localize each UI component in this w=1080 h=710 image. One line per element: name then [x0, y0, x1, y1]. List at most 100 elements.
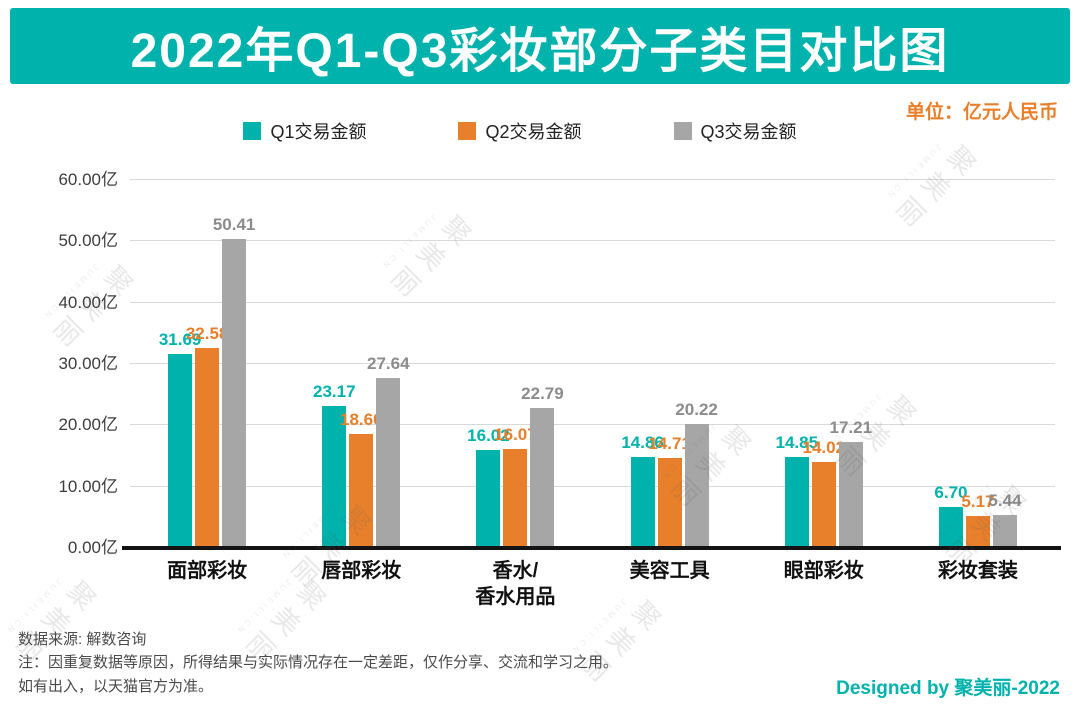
bar-q2 [503, 449, 528, 548]
bar-value-label: 18.60 [339, 409, 383, 429]
bar-column: 14.86 [621, 180, 664, 548]
bar-value-label: 31.69 [158, 329, 202, 349]
bar-value-label: 14.86 [621, 432, 664, 452]
bar-column: 50.41 [213, 180, 255, 548]
bar-chart: 31.69 32.58 50.41 23.17 18.60 27.64 16.02 16.07… [0, 170, 1080, 557]
bar-q1 [784, 456, 809, 548]
bar-value-label: 14.85 [775, 432, 819, 452]
designer-credit: Designed by 聚美丽-2022 [836, 678, 1060, 699]
bar-q3 [530, 408, 555, 548]
gridline [130, 179, 1055, 180]
bar-column: 17.21 [830, 180, 872, 548]
legend-item-q2: Q2交易金额 [458, 118, 582, 144]
x-axis-line [122, 546, 1061, 550]
bar-column: 14.71 [648, 180, 691, 548]
bar-q2 [657, 457, 682, 548]
y-axis-tick-label: 30.00亿 [58, 354, 118, 373]
bar-q2 [965, 516, 990, 548]
bar-q1 [938, 506, 963, 548]
footer-notes: 数据来源: 解数咨询 注：因重复数据等原因，所得结果与实际情况存在一定差距，仅作… [18, 628, 618, 698]
gridline [130, 424, 1055, 426]
bar-value-label: 16.07 [494, 425, 537, 445]
bar-q2 [195, 348, 220, 548]
bar-column: 16.07 [494, 180, 537, 548]
bar-value-label: 6.70 [934, 482, 968, 502]
bar-q3 [222, 238, 247, 548]
bar-q1 [322, 405, 347, 548]
category-label: 眼部彩妆 [783, 560, 864, 582]
category-label: 面部彩妆 [167, 560, 248, 582]
gridline [130, 485, 1055, 487]
bar-column: 14.85 [776, 180, 818, 548]
bar-column: 27.64 [367, 180, 410, 548]
bar-value-label: 22.79 [521, 384, 564, 404]
bar-column: 16.02 [467, 180, 510, 548]
bar-column: 23.17 [313, 180, 356, 548]
bar-group: 31.69 32.58 50.41 [130, 180, 284, 548]
bar-group: 16.02 16.07 22.79 [438, 180, 592, 548]
bar-q1 [476, 449, 501, 548]
bar-column: 6.70 [934, 180, 967, 548]
bar-value-label: 27.64 [366, 354, 410, 374]
y-axis-tick-label: 40.00亿 [58, 292, 118, 312]
bar-value-label: 14.71 [648, 433, 691, 453]
bar-q3 [992, 514, 1017, 548]
legend-label: Q2交易金额 [485, 122, 582, 142]
bar-value-label: 20.22 [675, 399, 718, 419]
page-title: 2022年Q1-Q3彩妆部分子类目对比图 [10, 8, 1070, 84]
bar-column: 32.58 [186, 180, 228, 548]
bar-q2 [811, 462, 836, 548]
bar-value-label: 16.02 [467, 425, 510, 445]
y-axis-tick-label: 0.00亿 [67, 538, 118, 557]
footer-note-1: 注：因重复数据等原因，所得结果与实际情况存在一定差距，仅作分享、交流和学习之用。 [18, 654, 619, 672]
bar-value-label: 17.21 [829, 418, 873, 438]
legend-swatch-icon [458, 122, 477, 140]
unit-label: 单位：亿元人民币 [905, 102, 1058, 123]
bar-column: 18.60 [340, 180, 383, 548]
gridline [130, 363, 1055, 364]
legend-item-q1: Q1交易金额 [243, 118, 366, 144]
bar-value-label: 23.17 [312, 381, 356, 401]
legend-label: Q3交易金额 [700, 122, 797, 142]
bar-q3 [376, 378, 401, 548]
bar-column: 5.44 [988, 180, 1021, 548]
bar-q3 [684, 423, 709, 548]
category-label: 彩妆套装 [937, 560, 1018, 582]
legend-swatch-icon [243, 122, 262, 140]
bar-value-label: 14.02 [802, 438, 846, 458]
y-axis-tick-label: 50.00亿 [58, 231, 118, 251]
bar-groups: 31.69 32.58 50.41 23.17 18.60 27.64 16.02 16.07… [130, 180, 1055, 548]
legend-label: Q1交易金额 [270, 122, 367, 142]
bar-column: 5.17 [961, 180, 994, 548]
footer-note-2: 如有出入，以天猫官方为准。 [18, 677, 214, 695]
legend-item-q3: Q3交易金额 [673, 118, 797, 144]
bar-group: 14.86 14.71 20.22 [593, 180, 747, 548]
category-label: 香水/ 香水用品 [475, 560, 556, 608]
plot-area: 31.69 32.58 50.41 23.17 18.60 27.64 16.02 16.07… [122, 179, 1061, 550]
bar-value-label: 5.44 [988, 490, 1022, 510]
bar-group: 23.17 18.60 27.64 [284, 180, 438, 548]
bar-q1 [630, 456, 655, 548]
legend-swatch-icon [673, 122, 692, 140]
data-source: 数据来源: 解数咨询 [18, 631, 147, 648]
bar-value-label: 32.58 [185, 324, 229, 344]
bar-q2 [349, 433, 374, 548]
bar-column: 22.79 [521, 180, 564, 548]
bar-value-label: 50.41 [212, 214, 256, 234]
bar-column: 14.02 [803, 180, 845, 548]
gridline [130, 240, 1055, 242]
bar-q3 [838, 442, 863, 548]
bar-column: 20.22 [675, 180, 718, 548]
y-axis-tick-label: 10.00亿 [58, 476, 118, 496]
bar-group: 6.70 5.17 5.44 [901, 180, 1055, 548]
bar-column: 31.69 [159, 180, 201, 548]
category-labels: 面部彩妆 唇部彩妆 香水/ 香水用品 美容工具 眼部彩妆 彩妆套装 [130, 558, 1055, 610]
bar-group: 14.85 14.02 17.21 [747, 180, 901, 548]
bar-value-label: 5.17 [961, 492, 995, 512]
gridline [130, 301, 1055, 303]
category-label: 美容工具 [629, 560, 710, 582]
y-axis-tick-label: 20.00亿 [58, 415, 118, 435]
y-axis-tick-label: 60.00亿 [58, 170, 118, 189]
category-label: 唇部彩妆 [321, 560, 402, 582]
